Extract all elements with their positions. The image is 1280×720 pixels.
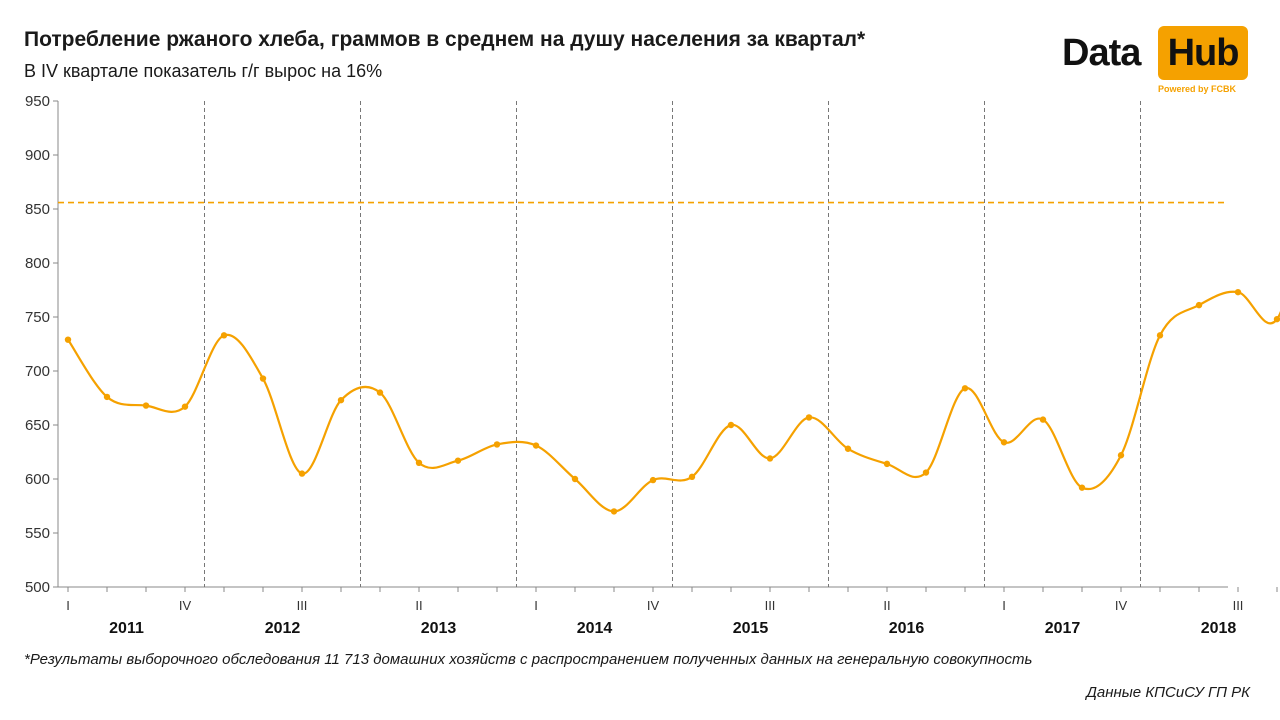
data-point bbox=[883, 460, 891, 468]
data-point bbox=[376, 389, 384, 396]
year-label: 2013 bbox=[421, 620, 457, 637]
y-tick-label: 600 bbox=[25, 471, 50, 488]
data-point bbox=[922, 469, 930, 476]
data-point bbox=[649, 476, 657, 484]
logo-hub-badge: Hub bbox=[1158, 26, 1248, 80]
data-point bbox=[1273, 315, 1280, 323]
quarter-label: IV bbox=[1115, 598, 1128, 613]
y-tick-label: 700 bbox=[25, 363, 50, 380]
data-point bbox=[571, 475, 579, 483]
year-label: 2015 bbox=[733, 620, 769, 637]
source-note: Данные КПСиСУ ГП РК bbox=[1086, 684, 1250, 701]
quarter-label: III bbox=[297, 598, 308, 613]
data-point bbox=[805, 414, 813, 421]
year-label: 2016 bbox=[889, 620, 925, 637]
data-point bbox=[142, 402, 150, 409]
quarter-label: II bbox=[415, 598, 422, 613]
data-point bbox=[298, 470, 306, 477]
data-point bbox=[337, 396, 345, 404]
data-point bbox=[610, 508, 618, 515]
footnote: *Результаты выборочного обследования 11 … bbox=[24, 651, 1033, 668]
y-tick-label: 650 bbox=[25, 417, 50, 434]
data-point bbox=[220, 332, 228, 339]
chart-subtitle: В IV квартале показатель г/г вырос на 16… bbox=[24, 61, 383, 81]
quarter-label: IV bbox=[179, 598, 192, 613]
y-tick-label: 900 bbox=[25, 147, 50, 164]
data-point bbox=[688, 473, 696, 481]
y-tick-label: 800 bbox=[25, 255, 50, 272]
y-tick-label: 850 bbox=[25, 201, 50, 218]
logo-powered-text: Powered by FCBK bbox=[1158, 84, 1237, 94]
data-point bbox=[766, 455, 774, 462]
logo-data-text: Data bbox=[1062, 32, 1141, 74]
data-point bbox=[961, 385, 969, 392]
data-point bbox=[1195, 301, 1203, 309]
data-point bbox=[727, 421, 735, 429]
quarter-label: I bbox=[1002, 598, 1006, 613]
data-point bbox=[844, 445, 852, 452]
data-point bbox=[415, 459, 423, 466]
y-tick-label: 750 bbox=[25, 309, 50, 326]
quarter-label: IV bbox=[647, 598, 660, 613]
chart-title: Потребление ржаного хлеба, граммов в сре… bbox=[24, 28, 866, 51]
quarter-label: I bbox=[534, 598, 538, 613]
quarter-label: I bbox=[66, 598, 70, 613]
data-point bbox=[103, 393, 111, 401]
data-point bbox=[1000, 439, 1008, 446]
y-tick-label: 500 bbox=[25, 579, 50, 596]
data-point bbox=[1078, 484, 1086, 491]
quarter-label: III bbox=[765, 598, 776, 613]
quarter-label: III bbox=[1233, 598, 1244, 613]
data-point bbox=[1234, 288, 1242, 296]
year-label: 2012 bbox=[265, 620, 301, 637]
data-point bbox=[64, 336, 72, 343]
quarter-label: II bbox=[883, 598, 890, 613]
data-point bbox=[532, 442, 540, 449]
data-point bbox=[1039, 416, 1047, 423]
y-tick-label: 950 bbox=[25, 93, 50, 110]
data-point bbox=[493, 441, 501, 448]
year-label: 2018 bbox=[1201, 620, 1237, 637]
data-point bbox=[454, 457, 462, 464]
data-point bbox=[1117, 452, 1125, 459]
data-point bbox=[1156, 332, 1164, 339]
year-label: 2017 bbox=[1045, 620, 1081, 637]
data-point bbox=[181, 403, 189, 410]
series-line bbox=[67, 290, 1280, 513]
y-tick-label: 550 bbox=[25, 525, 50, 542]
year-label: 2011 bbox=[109, 620, 144, 637]
data-point bbox=[259, 375, 267, 382]
year-label: 2014 bbox=[577, 620, 613, 637]
